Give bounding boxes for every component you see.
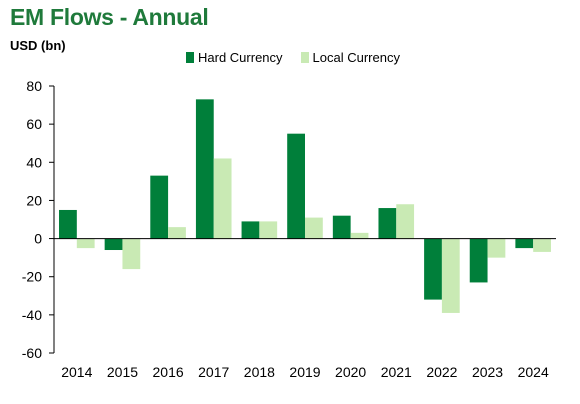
y-axis-unit-label: USD (bn) [10, 38, 66, 53]
bar-hard-currency [59, 209, 77, 239]
x-tick-label: 2017 [198, 364, 229, 380]
x-tick-label: 2020 [335, 364, 366, 380]
x-tick-label: 2018 [244, 364, 275, 380]
legend: Hard Currency Local Currency [186, 50, 418, 65]
bar-local-currency [396, 204, 415, 239]
x-tick-label: 2023 [472, 364, 503, 380]
x-tick-label: 2019 [289, 364, 320, 380]
y-tick-label: 60 [26, 116, 42, 132]
y-tick-label: -60 [22, 345, 42, 361]
bar-local-currency [213, 158, 232, 239]
y-tick-label: 0 [34, 231, 42, 247]
bar-local-currency [122, 238, 141, 270]
chart-title: EM Flows - Annual [10, 4, 209, 30]
bar-local-currency [76, 238, 95, 249]
bar-hard-currency [241, 221, 260, 239]
legend-label-hard-currency: Hard Currency [198, 50, 283, 65]
bar-hard-currency [469, 238, 488, 283]
bar-local-currency [350, 232, 369, 239]
bar-local-currency [487, 238, 506, 258]
x-tick-label: 2016 [153, 364, 184, 380]
legend-item-hard-currency: Hard Currency [186, 50, 283, 65]
bar-local-currency [305, 217, 323, 239]
legend-swatch-local-currency [300, 52, 309, 63]
y-tick-label: -20 [22, 269, 42, 285]
bar-hard-currency [150, 175, 169, 239]
y-tick-label: 20 [26, 192, 42, 208]
legend-label-local-currency: Local Currency [312, 50, 400, 65]
legend-swatch-hard-currency [186, 52, 194, 63]
bar-hard-currency [424, 238, 442, 300]
x-tick-label: 2022 [426, 364, 457, 380]
bar-local-currency [259, 221, 278, 239]
bar-hard-currency [104, 238, 123, 251]
bar-local-currency [168, 227, 186, 239]
x-tick-label: 2014 [61, 364, 92, 380]
y-tick-label: -40 [22, 307, 42, 323]
y-tick-label: 80 [26, 78, 42, 94]
legend-item-local-currency: Local Currency [300, 50, 400, 65]
x-tick-label: 2021 [381, 364, 412, 380]
bar-local-currency [441, 238, 460, 313]
x-tick-label: 2015 [107, 364, 138, 380]
y-tick-label: 40 [26, 154, 42, 170]
bar-hard-currency [378, 208, 397, 239]
bar-hard-currency [332, 215, 351, 239]
bar-hard-currency [515, 238, 534, 249]
bar-hard-currency [287, 133, 305, 239]
x-tick-label: 2024 [518, 364, 549, 380]
bar-hard-currency [195, 99, 214, 239]
bar-local-currency [533, 238, 551, 252]
